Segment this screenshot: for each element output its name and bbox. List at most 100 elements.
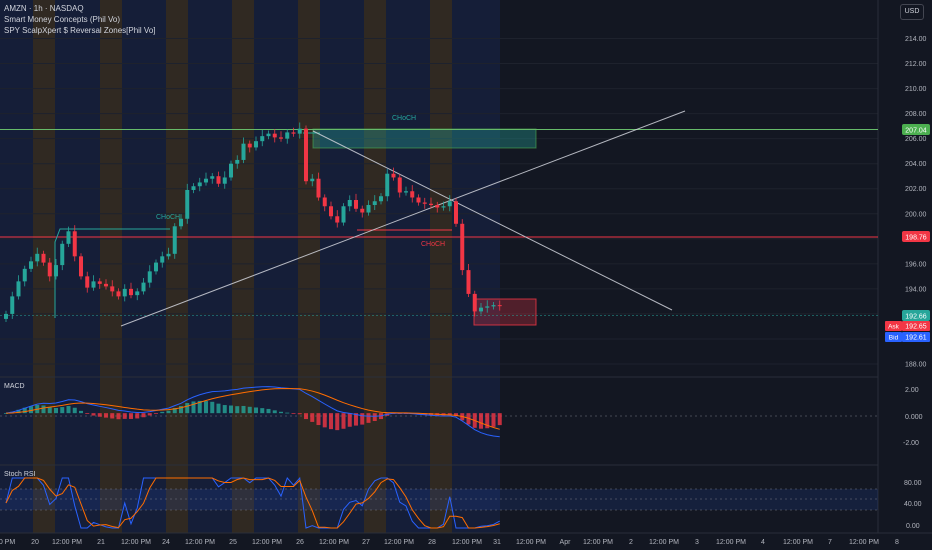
candle-body [279,137,283,139]
stoch-pane-title[interactable]: Stoch RSI [4,471,36,478]
macd-bar [454,413,458,417]
session-band [0,0,33,533]
stoch-tick: 80.00 [904,480,922,487]
candle-body [404,191,408,193]
time-tick-label: 12:00 PM [319,539,349,546]
reversal-zone[interactable] [473,298,537,326]
macd-bar [116,413,121,420]
stoch-axis[interactable]: 80.00 40.00 0.00 [904,480,922,530]
candle-body [104,283,108,287]
candle-body [66,231,71,244]
macd-line [5,386,500,438]
candle-body [466,270,471,294]
macd-bar [60,407,65,414]
macd-bar [129,413,133,419]
price-tick-label: 196.00 [905,261,927,268]
candle-body [491,305,496,307]
time-axis[interactable]: 0 PM 20 12:00 PM 21 12:00 PM 24 12:00 PM 25 12:0… [0,539,899,546]
candle-body [116,291,121,297]
candle-body [147,271,152,283]
candle-body [335,216,340,223]
symbol-title[interactable]: AMZN · 1h · NASDAQ [4,4,84,13]
session-band [122,0,166,533]
session-band [478,0,500,533]
stoch-band [0,489,878,510]
candle-body [154,262,158,272]
svg-text:192.61: 192.61 [905,335,927,342]
time-tick-label: 21 [97,539,105,546]
demand-zone[interactable] [312,128,537,149]
macd-bar [297,413,302,415]
time-tick-label: 12:00 PM [783,539,813,546]
indicator-reversal-label[interactable]: SPY ScalpXpert $ Reversal Zones[Phil Vo] [4,26,156,35]
ascending-trendline[interactable] [120,110,686,327]
time-tick-label: 7 [828,539,832,546]
macd-bar [235,406,240,414]
macd-bar [166,410,171,414]
macd-bar [466,413,471,425]
choch-structure-line-1 [54,228,170,318]
macd-bar [491,413,496,427]
macd-bar [254,407,258,414]
candle-body [441,206,446,208]
session-band [166,0,188,533]
time-tick-label: 20 [31,539,39,546]
time-tick-label: 12:00 PM [384,539,414,546]
time-tick-label: 12:00 PM [52,539,82,546]
candle-body [366,205,371,213]
candle-body [72,231,77,257]
candle-body [141,282,146,292]
price-tick-label: 206.00 [905,136,927,143]
session-band [298,0,320,533]
time-tick-label: 24 [162,539,170,546]
macd-bar [372,413,377,421]
macd-bar [79,410,83,414]
macd-bar [479,413,483,429]
macd-bar [247,406,252,414]
time-tick-label: 2 [629,539,633,546]
time-tick-label: 12:00 PM [516,539,546,546]
candle-body [416,197,421,203]
time-tick-label: 12:00 PM [849,539,879,546]
macd-bar [66,405,71,414]
candle-body [204,178,208,183]
macd-tick: 0.000 [905,414,923,421]
macd-bar [191,401,196,414]
time-tick-label: 4 [761,539,765,546]
currency-button[interactable]: USD [900,4,924,20]
stoch-tick: 0.00 [906,523,920,530]
macd-pane-title[interactable]: MACD [4,383,25,390]
candle-body [454,201,458,224]
macd-bar [322,413,327,428]
price-tick-label: 200.00 [905,211,927,218]
candle-body [310,178,315,182]
candle-body [479,307,483,312]
macd-bar [272,410,277,414]
indicator-smc-label[interactable]: Smart Money Concepts (Phil Vo) [4,15,121,24]
candle-body [391,173,396,178]
candle-body [254,141,258,148]
macd-bar [54,407,58,414]
candle-body [85,276,90,288]
session-band [100,0,122,533]
macd-bar [341,413,346,429]
candle-body [341,206,346,223]
candle-body [35,253,40,262]
macd-bar [285,412,290,414]
candle-body [91,281,96,288]
session-band [320,0,364,533]
macd-bar [204,401,208,414]
time-tick-label: 12:00 PM [583,539,613,546]
descending-trendline[interactable] [312,130,673,311]
candle-body [485,306,490,308]
candle-body [297,128,302,134]
macd-bar [22,407,27,414]
session-band [232,0,254,533]
macd-bar [360,413,365,425]
macd-tick: 2.00 [905,387,919,394]
macd-axis[interactable]: 2.00 0.000 -2.00 [903,387,923,447]
macd-bar [497,413,502,426]
candle-body [272,133,277,138]
